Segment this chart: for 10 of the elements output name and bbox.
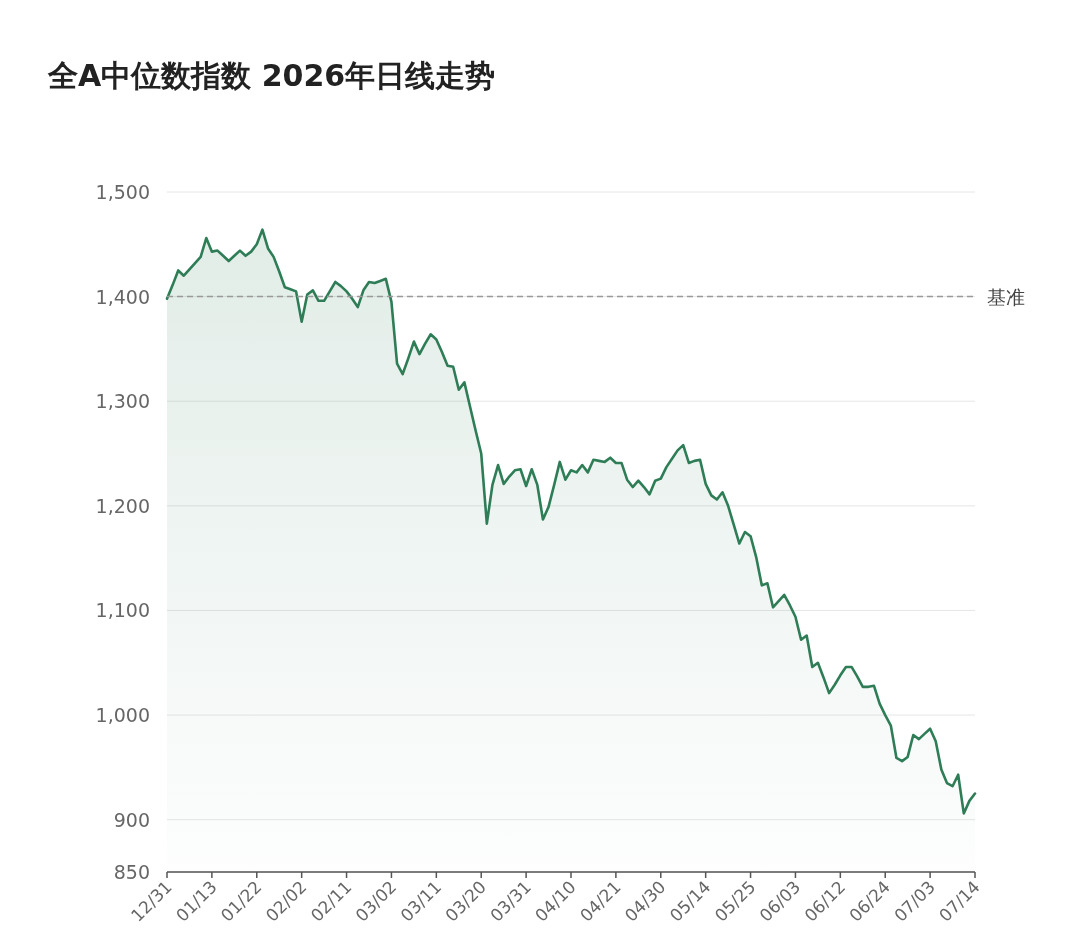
y-tick-label: 850 xyxy=(113,861,150,883)
y-tick-label: 1,500 xyxy=(95,181,150,203)
y-tick-label: 1,100 xyxy=(95,599,150,622)
y-tick-label: 900 xyxy=(113,808,150,831)
y-tick-label: 1,400 xyxy=(95,285,150,308)
y-tick-label: 1,000 xyxy=(95,704,150,727)
y-tick-label: 1,200 xyxy=(95,494,150,517)
y-tick-label: 1,300 xyxy=(95,390,150,413)
ref-line-label: 基准 xyxy=(987,285,1025,308)
chart-title: 全A中位数指数 2026年日线走势 xyxy=(47,58,496,93)
